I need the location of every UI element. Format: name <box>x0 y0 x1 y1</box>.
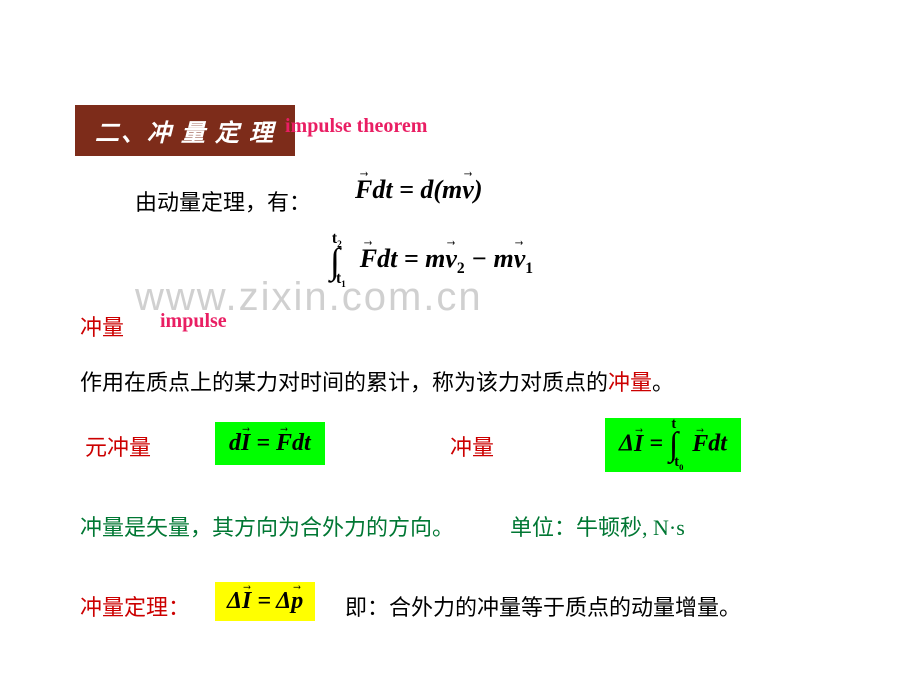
theorem-label: 冲量定理： <box>80 590 190 622</box>
section-subtitle: impulse theorem <box>285 115 427 138</box>
unit-note: 单位：牛顿秒, N·s <box>510 510 685 542</box>
impulse-label-en: impulse <box>160 310 227 333</box>
theorem-explanation: 即：合外力的冲量等于质点的动量增量。 <box>345 590 741 622</box>
elemental-formula: dI = Fdt <box>215 422 325 465</box>
section-title: 二、冲 量 定 理 <box>95 121 275 147</box>
definition-text: 作用在质点上的某力对时间的累计，称为该力对质点的冲量。 <box>80 365 674 397</box>
elemental-label: 元冲量 <box>85 430 151 462</box>
vector-note: 冲量是矢量，其方向为合外力的方向。 <box>80 510 454 542</box>
impulse2-formula: ΔI = ∫t0tFdt <box>605 418 741 472</box>
impulse-label-cn: 冲量 <box>80 310 124 342</box>
formula-1: Fdt = d(mv) <box>355 175 482 205</box>
theorem-formula: ΔI = Δp <box>215 582 315 621</box>
intro-text: 由动量定理，有： <box>135 185 311 217</box>
impulse2-label: 冲量 <box>450 430 494 462</box>
section-header: 二、冲 量 定 理 <box>75 105 295 156</box>
